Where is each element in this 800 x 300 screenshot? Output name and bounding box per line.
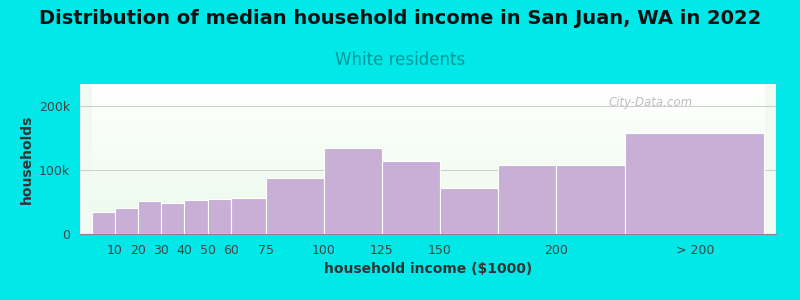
Bar [626,133,765,234]
Y-axis label: households: households [19,114,34,204]
Bar [266,178,323,234]
Bar [161,203,184,234]
Bar [555,165,626,234]
Bar [382,160,440,234]
Text: City-Data.com: City-Data.com [609,96,693,109]
Bar [440,188,498,234]
Bar [115,208,138,234]
Bar [138,201,161,234]
Bar [498,165,555,234]
X-axis label: household income ($1000): household income ($1000) [324,262,532,276]
Text: Distribution of median household income in San Juan, WA in 2022: Distribution of median household income … [39,9,761,28]
Text: White residents: White residents [335,51,465,69]
Bar [208,199,231,234]
Bar [231,198,266,234]
Bar [323,148,382,234]
Bar [91,212,115,234]
Bar [184,200,208,234]
